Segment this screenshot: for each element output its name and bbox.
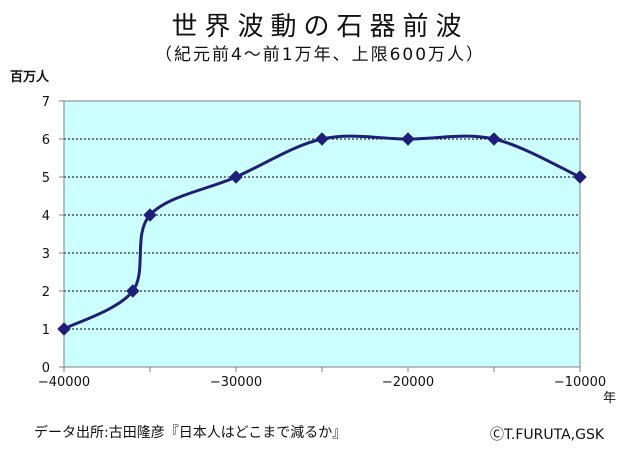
y-tick-label: 2 (42, 285, 50, 300)
y-tick-label: 3 (42, 247, 50, 262)
y-axis-label: 百万人 (10, 69, 50, 85)
y-tick-label: 0 (42, 361, 50, 376)
copyright-credit: ⒸT.FURUTA,GSK (490, 427, 605, 443)
data-point (401, 132, 415, 146)
data-source-note: データ出所:古田隆彦『日本人はどこまで減るか』 (34, 425, 347, 441)
y-tick-labels: 0 1 2 3 4 5 6 7 (42, 95, 64, 376)
series-line (63, 134, 581, 331)
x-tick-label: −20000 (382, 375, 434, 390)
data-point (315, 132, 329, 146)
x-tick-label: −40000 (38, 375, 90, 390)
chart-title: 世界波動の石器前波 (171, 12, 469, 42)
data-point (487, 132, 501, 146)
x-axis-label: 年 (603, 391, 616, 406)
x-tick-labels: −40000 −30000 −20000 −10000 (38, 367, 606, 390)
y-tick-label: 4 (42, 209, 50, 224)
data-point (126, 284, 140, 298)
y-tick-label: 7 (42, 95, 50, 110)
data-point (57, 322, 71, 336)
data-point (143, 208, 157, 222)
y-tick-label: 6 (42, 133, 50, 148)
chart-subtitle: （紀元前4～前1万年、上限600万人） (154, 45, 486, 65)
data-point (229, 170, 243, 184)
data-markers (57, 132, 587, 336)
data-point (573, 170, 587, 184)
y-tick-label: 5 (42, 171, 50, 186)
x-tick-label: −10000 (554, 375, 606, 390)
x-tick-label: −30000 (210, 375, 262, 390)
y-tick-label: 1 (42, 323, 50, 338)
